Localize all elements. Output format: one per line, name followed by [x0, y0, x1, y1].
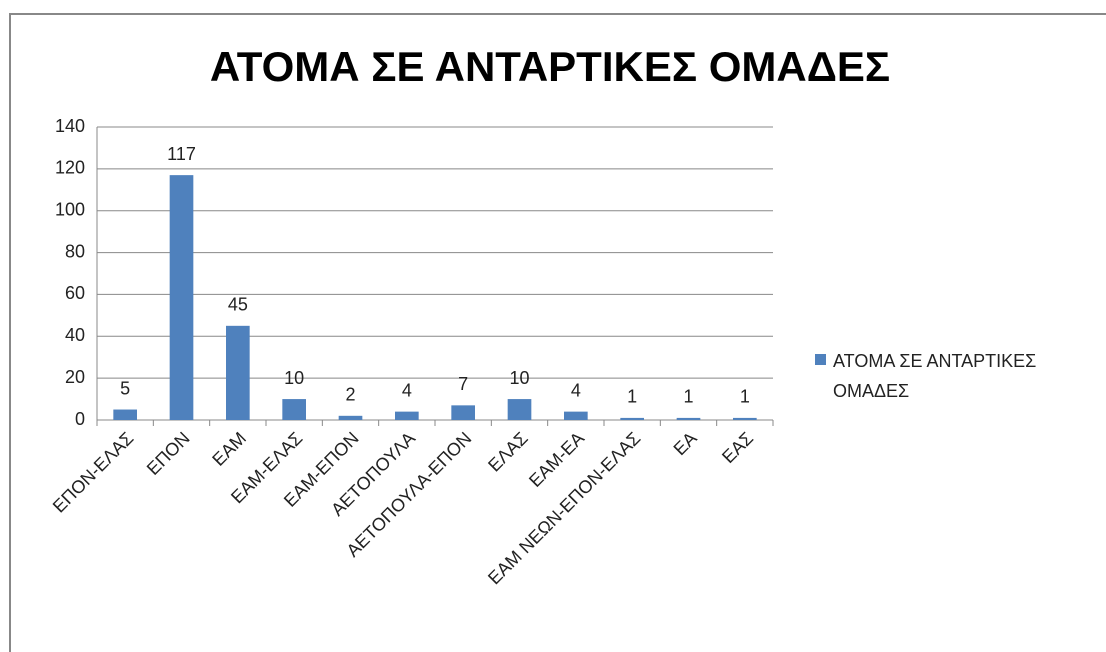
bar	[564, 411, 588, 420]
chart-title: ΑΤΟΜΑ ΣΕ ΑΝΤΑΡΤΙΚΕΣ ΟΜΑΔΕΣ	[210, 43, 890, 90]
bar	[507, 399, 532, 420]
y-tick-label: 80	[65, 241, 85, 261]
y-tick-label: 20	[65, 367, 85, 387]
y-tick-label: 140	[55, 116, 85, 136]
data-label: 1	[683, 387, 693, 407]
bar	[113, 409, 137, 420]
bar	[620, 417, 644, 420]
data-label: 1	[740, 387, 750, 407]
legend-label: ΑΤΟΜΑ ΣΕ ΑΝΤΑΡΤΙΚΕΣ ΟΜΑΔΕΣ	[833, 351, 1037, 401]
y-tick-label: 100	[55, 199, 85, 219]
data-label: 7	[458, 374, 468, 394]
bar	[226, 325, 250, 420]
legend-swatch	[815, 354, 826, 365]
bar	[395, 411, 419, 420]
data-label: 5	[120, 378, 130, 398]
data-label: 117	[167, 144, 196, 164]
data-label: 4	[402, 380, 412, 400]
bar	[733, 417, 757, 420]
data-label: 45	[228, 295, 248, 315]
y-tick-label: 120	[55, 158, 85, 178]
bar	[676, 417, 701, 420]
bar	[169, 175, 194, 420]
data-label: 4	[571, 380, 581, 400]
y-tick-label: 60	[65, 283, 85, 303]
data-label: 1	[627, 387, 637, 407]
data-label: 10	[509, 368, 529, 388]
bar	[338, 415, 363, 420]
data-label: 2	[345, 385, 355, 405]
bar	[282, 399, 306, 420]
data-label: 10	[284, 368, 304, 388]
y-tick-label: 0	[75, 409, 85, 429]
bar	[451, 405, 475, 420]
y-tick-label: 40	[65, 325, 85, 345]
